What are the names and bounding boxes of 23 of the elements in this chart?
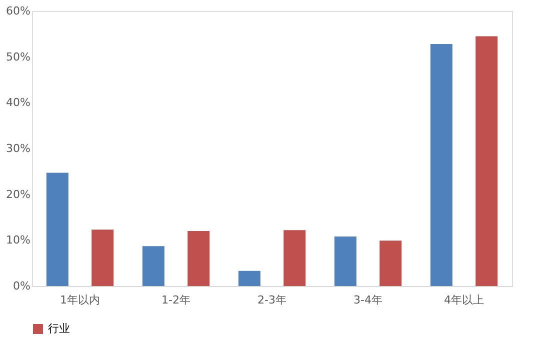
y-tick-label: 10%: [6, 234, 30, 247]
bar: [334, 236, 356, 286]
x-tick-label: 2-3年: [258, 294, 286, 306]
bar: [476, 36, 498, 286]
legend-label: 行业: [48, 322, 70, 335]
y-tick-label: 0%: [13, 280, 30, 292]
x-tick-label: 3-4年: [354, 294, 382, 306]
bar: [92, 230, 114, 286]
bar: [142, 246, 164, 286]
y-tick-label: 20%: [6, 188, 30, 201]
bar: [46, 172, 68, 286]
bar: [238, 270, 260, 286]
x-tick-label: 1-2年: [162, 294, 190, 306]
bar: [380, 240, 402, 286]
x-tick-label: 4年以上: [444, 294, 484, 306]
bar: [430, 44, 452, 286]
y-tick-label: 60%: [6, 4, 30, 18]
bar: [284, 230, 306, 286]
y-tick-label: 50%: [6, 50, 30, 64]
y-tick-label: 30%: [6, 142, 30, 155]
bar: [188, 231, 210, 286]
y-tick-label: 40%: [6, 96, 30, 110]
x-tick-label: 1年以内: [60, 294, 100, 306]
